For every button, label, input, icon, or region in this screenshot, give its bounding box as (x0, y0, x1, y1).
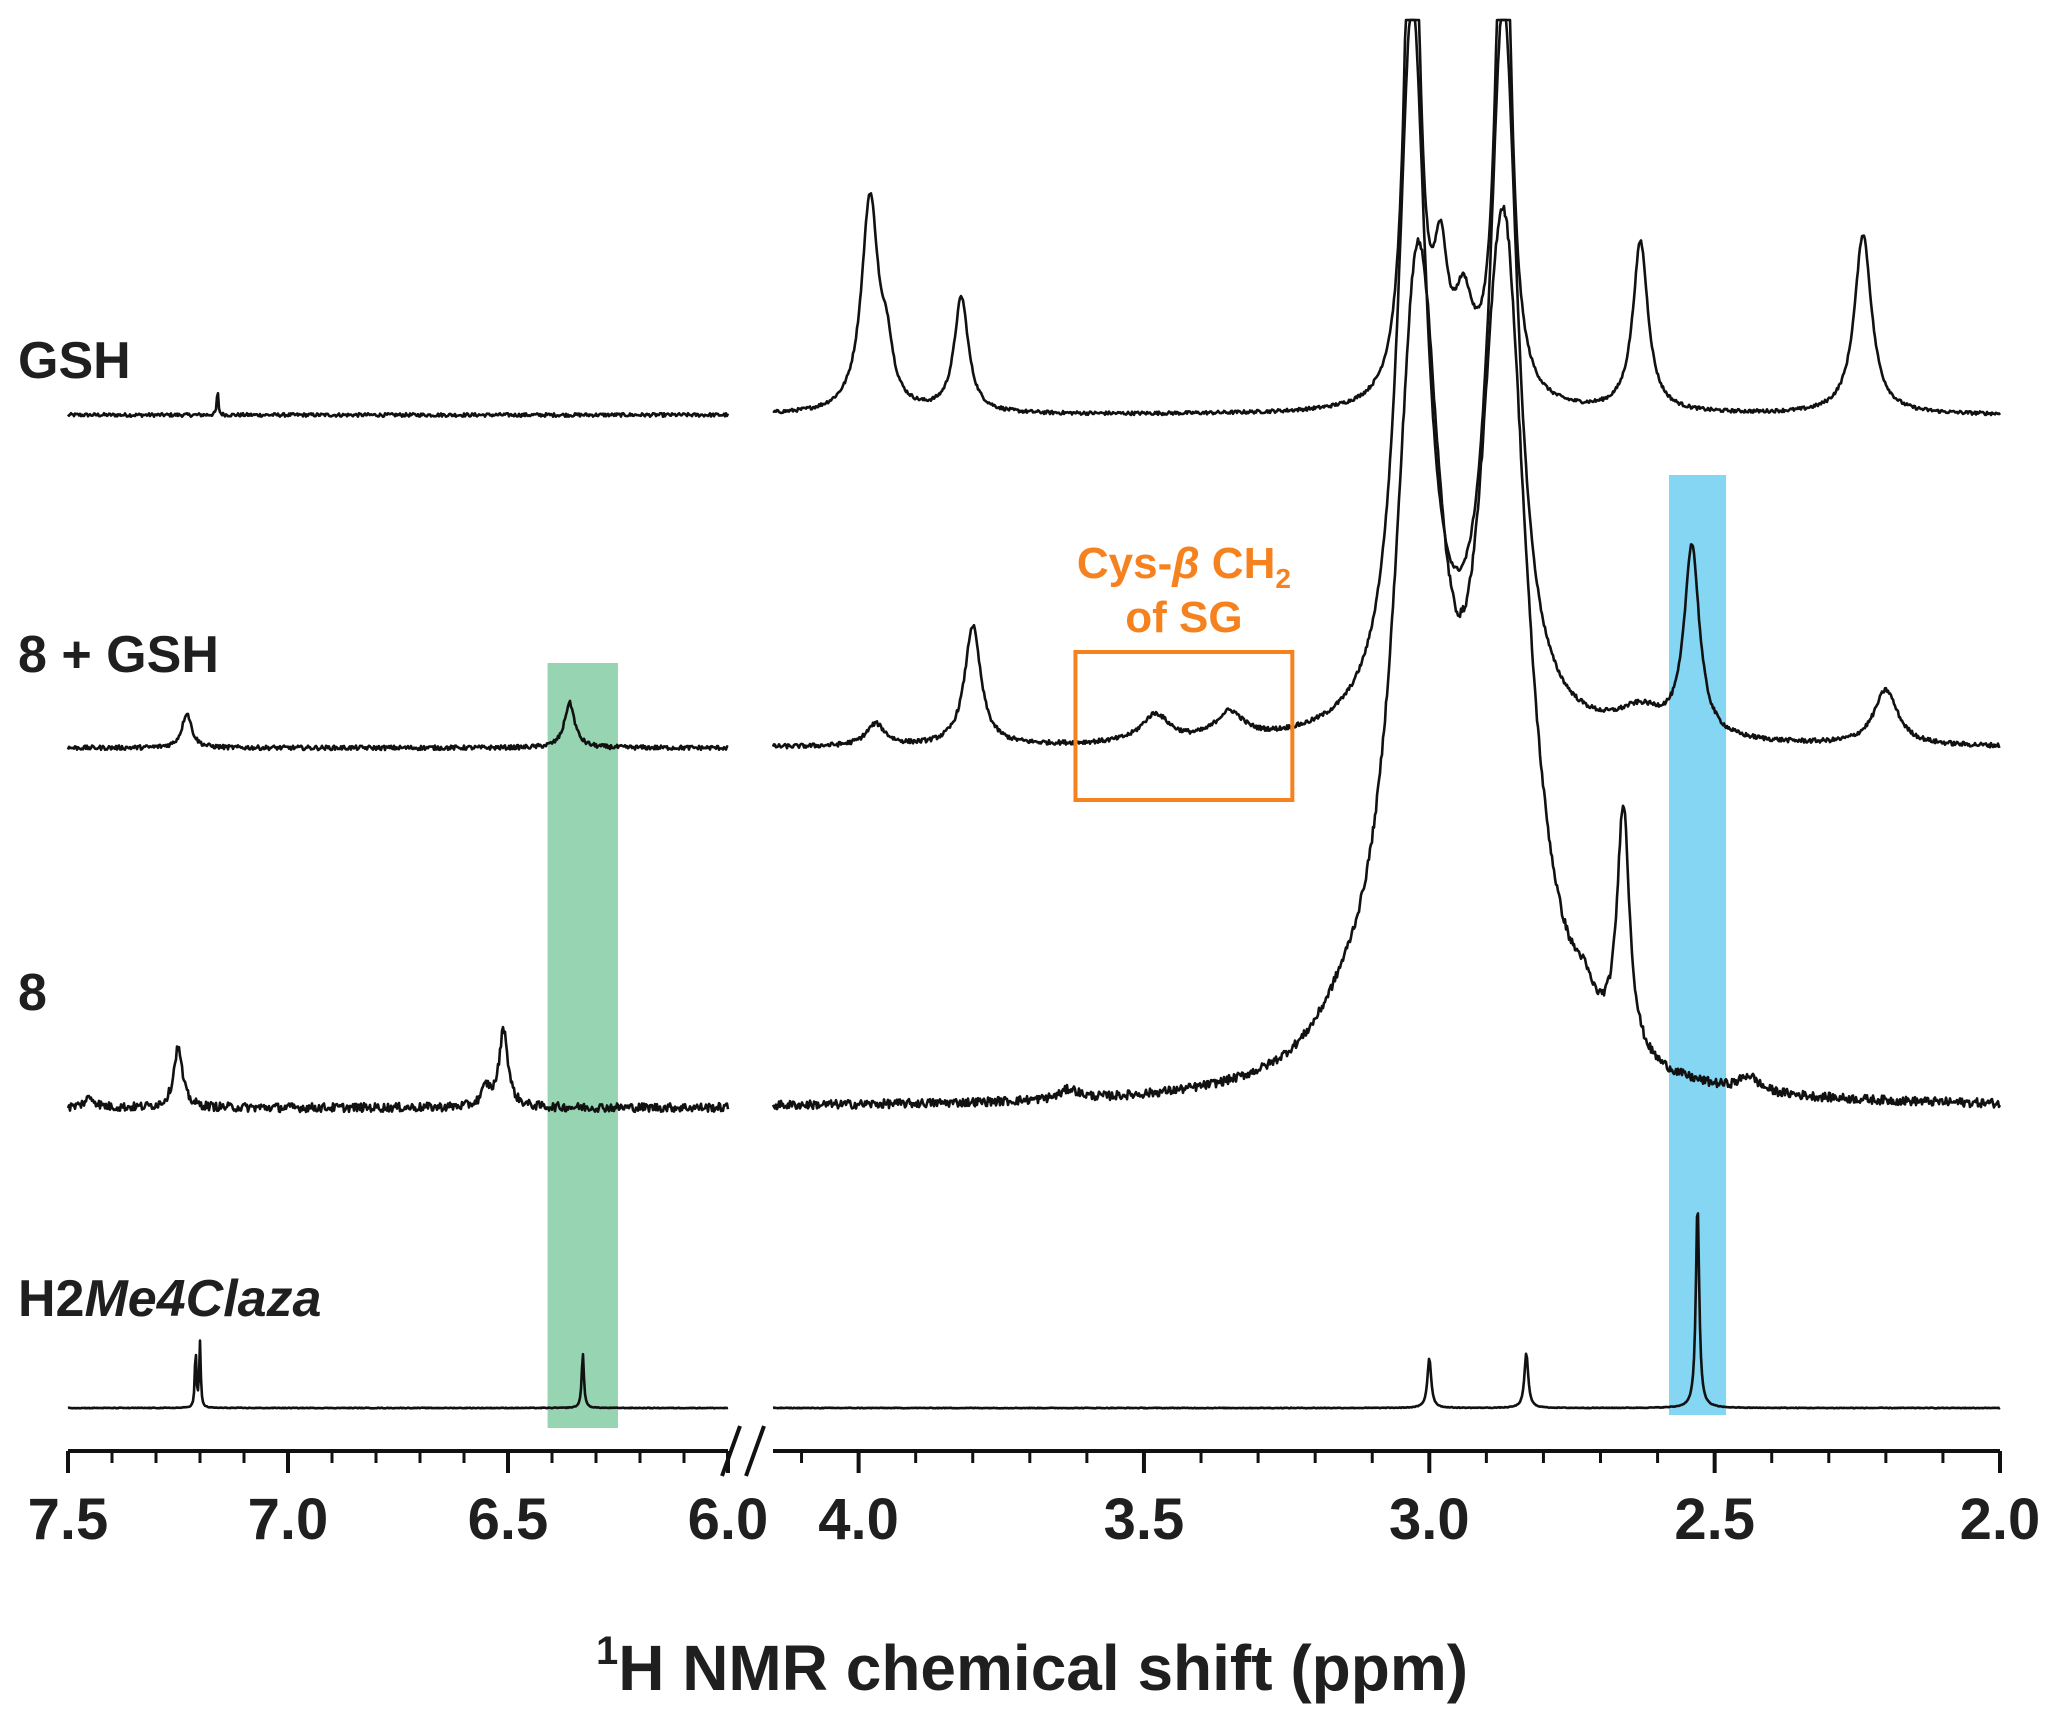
spectrum-trace (66, 1025, 730, 1114)
series-label: 8 + GSH (18, 626, 219, 684)
spectra-group: GSH 8 + GSH 8 H2Me4Claza (18, 18, 2002, 1410)
tick-label: 3.5 (1104, 1487, 1185, 1552)
tick-label: 2.0 (1960, 1487, 2041, 1552)
series-label: GSH (18, 332, 131, 390)
spectrum-trace (771, 204, 2002, 1111)
tick-label: 4.0 (818, 1487, 899, 1552)
tick-label: 6.5 (468, 1487, 549, 1552)
annotation-text: CH (1200, 539, 1276, 588)
highlight-band (547, 663, 618, 1428)
annotation-line2: of SG (1125, 593, 1242, 642)
spectrum-trace (66, 699, 729, 752)
x-axis-title-superscript: 1 (596, 1629, 618, 1673)
series-label-part: Me4Claza (84, 1270, 321, 1328)
annotation-box (1073, 650, 1295, 802)
x-axis-title: 1H NMR chemical shift (ppm) (596, 1629, 1468, 1704)
x-axis: 7.5 7.0 6.5 6.0 4.0 3.5 3.0 2.5 2.0 (28, 1425, 2041, 1552)
tick-label: 3.0 (1389, 1487, 1470, 1552)
axis-break-mark (744, 1425, 766, 1477)
series-label-part: GSH (18, 332, 131, 390)
tick-label: 2.5 (1674, 1487, 1755, 1552)
spectrum-trace (67, 1339, 729, 1410)
annotation-subscript: 2 (1275, 563, 1291, 594)
tick-label: 6.0 (688, 1487, 769, 1552)
annotation-beta: β (1171, 539, 1199, 588)
spectrum-trace (771, 18, 2001, 750)
series-label: 8 (18, 964, 47, 1022)
spectrum-trace (772, 18, 2002, 417)
axis-break-mark (720, 1425, 742, 1477)
series-label-part: 8 + GSH (18, 626, 219, 684)
spectrum-trace (772, 1212, 2001, 1410)
x-axis-title-main: H NMR chemical shift (ppm) (618, 1632, 1468, 1704)
series-label: H2Me4Claza (18, 1270, 321, 1328)
highlight-bands (547, 475, 1727, 1428)
tick-label: 7.0 (248, 1487, 329, 1552)
spectrum-trace (66, 391, 730, 418)
annotation-line1: Cys-β CH2 (1077, 539, 1291, 594)
series-label-part: 8 (18, 964, 47, 1022)
series-label-part: H2 (18, 1270, 84, 1328)
annotation-text: Cys- (1077, 539, 1172, 588)
tick-label: 7.5 (28, 1487, 109, 1552)
